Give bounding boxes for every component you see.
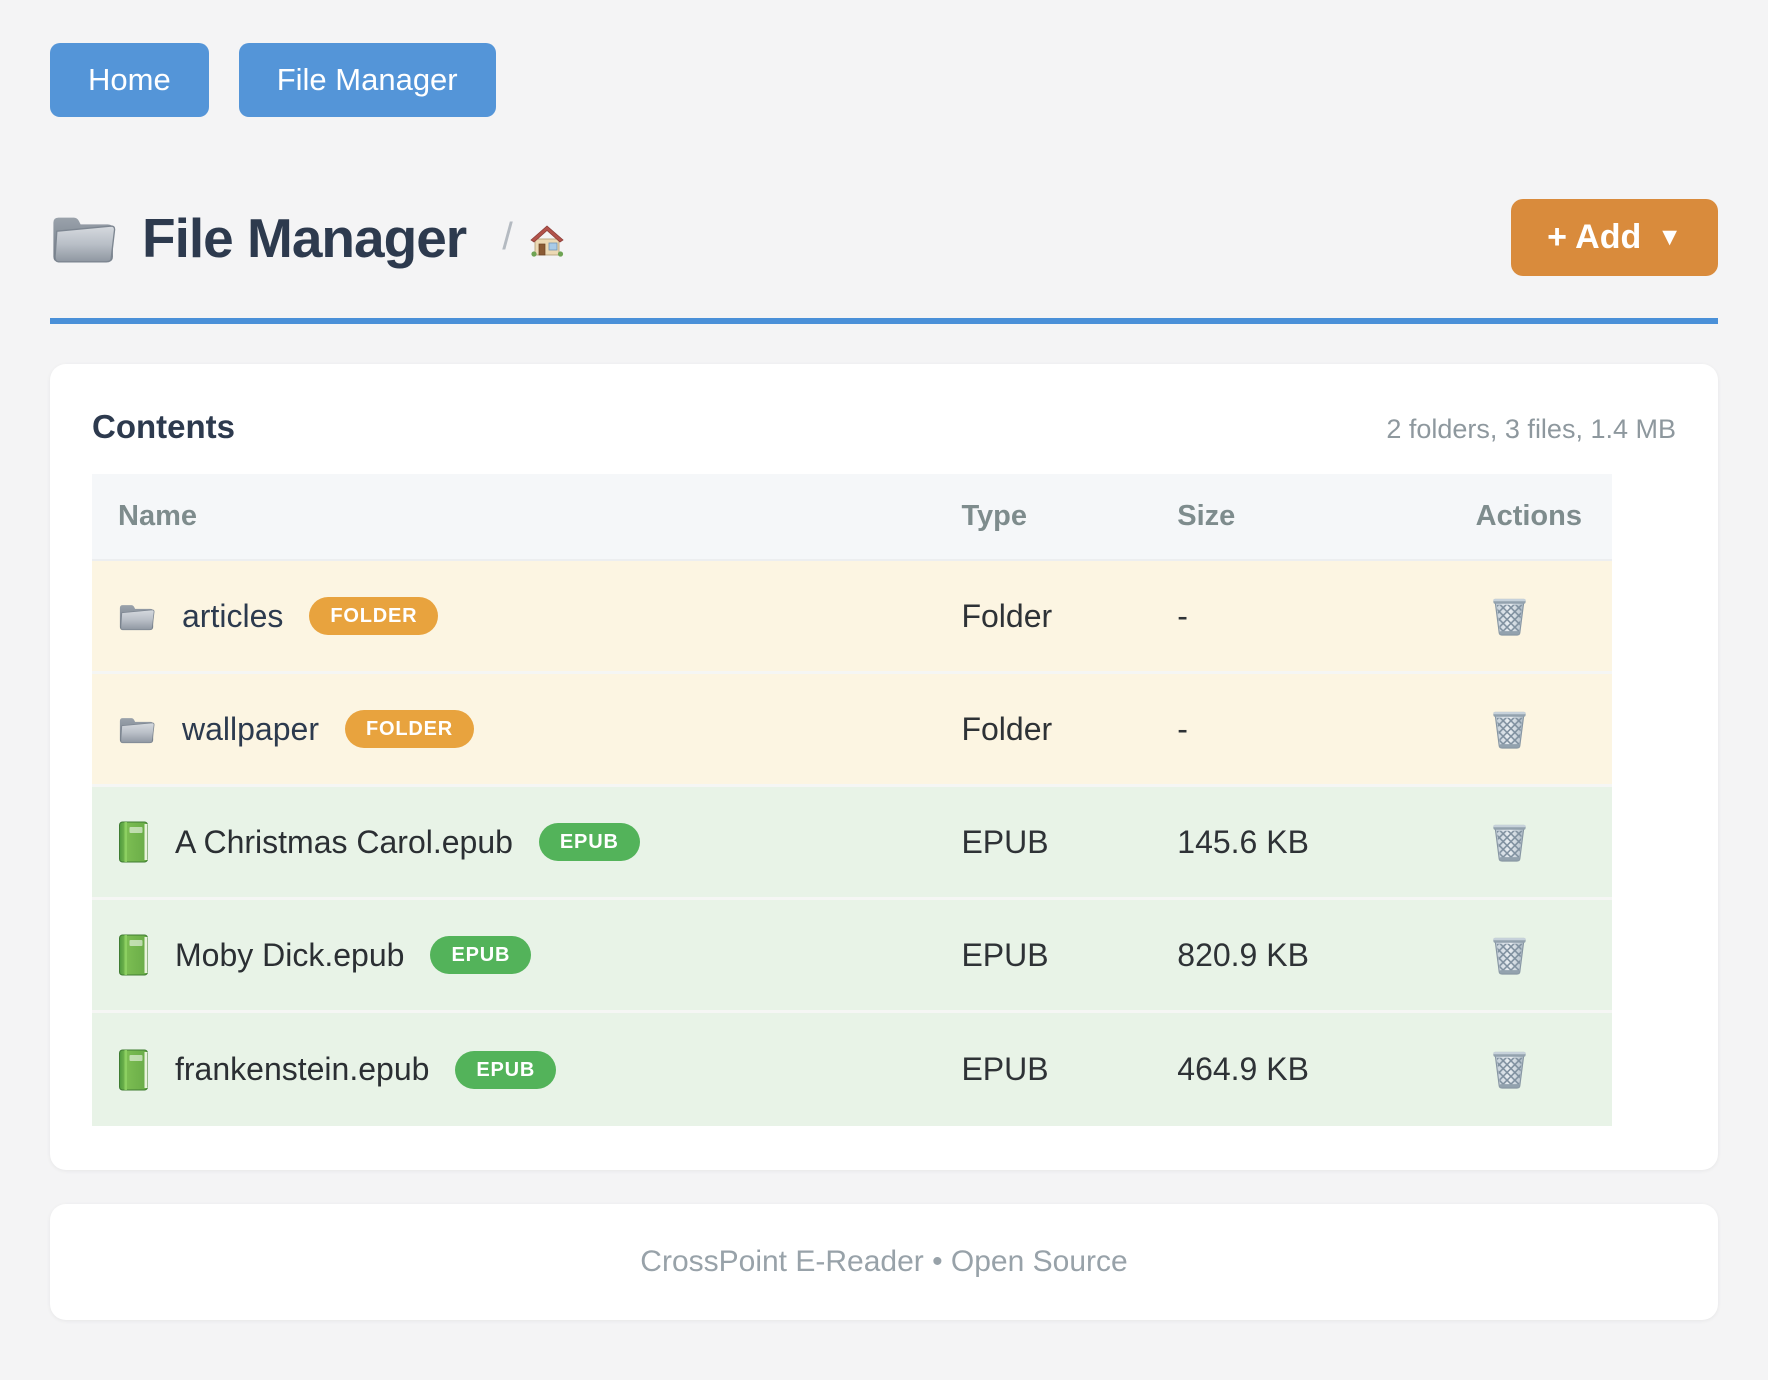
book-icon [119, 1049, 148, 1090]
size-cell: - [1177, 710, 1188, 747]
contents-summary: 2 folders, 3 files, 1.4 MB [1386, 414, 1676, 444]
add-button-label: + Add [1547, 218, 1642, 256]
header-divider [50, 318, 1718, 324]
size-cell: 145.6 KB [1177, 823, 1309, 860]
book-icon [119, 934, 148, 976]
chevron-down-icon: ▼ [1657, 223, 1682, 251]
file-name[interactable]: Moby Dick.epub [175, 936, 405, 973]
type-cell: Folder [961, 597, 1053, 634]
add-button[interactable]: + Add ▼ [1511, 199, 1718, 276]
column-header-type: Type [961, 500, 1027, 532]
file-table: Name Type Size Actions articles FOLDER F… [92, 474, 1612, 1126]
epub-badge: EPUB [430, 936, 532, 974]
epub-badge: EPUB [538, 823, 640, 861]
folder-icon [119, 717, 155, 743]
delete-button[interactable] [1491, 822, 1528, 863]
delete-button[interactable] [1491, 596, 1528, 637]
contents-card: Contents 2 folders, 3 files, 1.4 MB Name… [50, 364, 1718, 1170]
folder-icon [52, 216, 116, 262]
book-icon [119, 821, 148, 863]
table-row-wallpaper: wallpaper FOLDER Folder - [92, 674, 1612, 787]
folder-badge: FOLDER [344, 710, 474, 748]
type-cell: EPUB [961, 936, 1049, 973]
trash-icon [1492, 936, 1527, 975]
trash-icon [1492, 710, 1527, 749]
trash-icon [1492, 823, 1527, 862]
footer: CrossPoint E-Reader • Open Source [50, 1204, 1718, 1320]
table-row-articles: articles FOLDER Folder - [92, 561, 1612, 674]
delete-button[interactable] [1491, 709, 1528, 750]
type-cell: EPUB [961, 1051, 1049, 1087]
trash-icon [1492, 1051, 1527, 1089]
delete-button[interactable] [1491, 1049, 1528, 1090]
folder-icon [119, 604, 155, 630]
folder-name-link[interactable]: articles [182, 597, 284, 634]
table-row-moby-dick: Moby Dick.epub EPUB EPUB 820.9 KB [92, 900, 1612, 1013]
breadcrumb-separator: / [502, 216, 513, 258]
nav-home-button[interactable]: Home [50, 43, 209, 117]
trash-icon [1492, 597, 1527, 636]
column-header-actions: Actions [1475, 500, 1582, 532]
type-cell: EPUB [961, 823, 1049, 860]
epub-badge: EPUB [455, 1050, 557, 1089]
footer-text: CrossPoint E-Reader • Open Source [640, 1245, 1128, 1278]
file-name[interactable]: A Christmas Carol.epub [175, 823, 513, 860]
type-cell: Folder [961, 710, 1053, 747]
size-cell: 820.9 KB [1177, 936, 1309, 973]
column-header-name: Name [118, 500, 197, 532]
contents-card-header: Contents 2 folders, 3 files, 1.4 MB [92, 408, 1676, 446]
page-header: File Manager / + Add ▼ [50, 199, 1718, 276]
nav-file-manager-button[interactable]: File Manager [238, 43, 496, 117]
table-row-frankenstein: frankenstein.epub EPUB EPUB 464.9 KB [92, 1013, 1612, 1126]
file-name[interactable]: frankenstein.epub [175, 1051, 430, 1087]
file-manager-page: Home File Manager File Manager / + Add ▼… [50, 43, 1718, 1320]
page-title: File Manager [142, 206, 467, 269]
size-cell: - [1177, 597, 1188, 634]
table-row-christmas-carol: A Christmas Carol.epub EPUB EPUB 145.6 K… [92, 787, 1612, 900]
column-header-size: Size [1177, 500, 1236, 532]
file-table-header: Name Type Size Actions [92, 474, 1612, 561]
home-icon[interactable] [529, 222, 565, 258]
top-nav: Home File Manager [50, 43, 1718, 117]
size-cell: 464.9 KB [1177, 1051, 1309, 1087]
folder-badge: FOLDER [309, 597, 439, 635]
delete-button[interactable] [1491, 935, 1528, 976]
breadcrumb: / [502, 216, 565, 259]
contents-heading: Contents [92, 408, 235, 445]
folder-name-link[interactable]: wallpaper [182, 710, 319, 747]
